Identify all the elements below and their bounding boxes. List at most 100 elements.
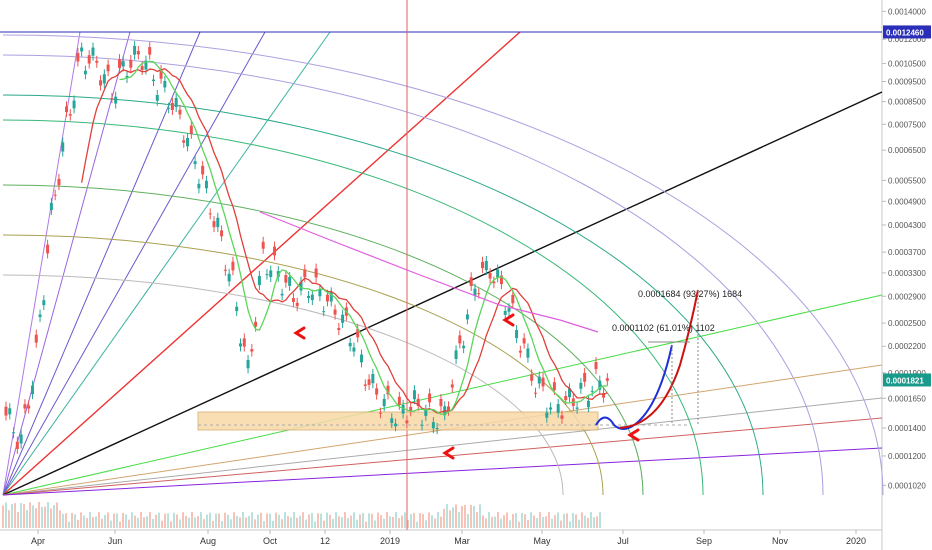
volume-bar xyxy=(182,512,184,528)
candle-body xyxy=(106,64,110,72)
candle-body xyxy=(420,424,424,426)
volume-bar xyxy=(89,512,91,528)
fan-line xyxy=(2,31,131,496)
volume-bar xyxy=(488,512,490,528)
volume-bar xyxy=(257,514,259,528)
volume-bar xyxy=(128,519,130,528)
volume-bar xyxy=(494,516,496,528)
candle-body xyxy=(49,202,53,211)
volume-bar xyxy=(425,520,427,528)
volume-bar xyxy=(200,512,202,528)
volume-bar xyxy=(482,515,484,528)
candle-body xyxy=(189,125,193,134)
candle-body xyxy=(303,269,307,278)
volume-bar xyxy=(356,519,358,528)
volume-bar xyxy=(443,508,445,528)
volume-bar xyxy=(347,517,349,528)
candle-body xyxy=(170,103,174,110)
candle-body xyxy=(341,314,345,323)
candle-body xyxy=(291,298,295,302)
candle-body xyxy=(401,404,405,414)
volume-bar xyxy=(284,512,286,528)
volume-bar xyxy=(173,512,175,528)
volume-bar xyxy=(593,517,595,528)
volume-bar xyxy=(281,519,283,528)
volume-bar xyxy=(269,513,271,528)
candle-body xyxy=(428,393,432,403)
volume-bar xyxy=(305,519,307,528)
price-tick-label: 0.0001200 xyxy=(888,452,926,461)
candle-body xyxy=(231,261,235,271)
candle-body xyxy=(261,241,265,249)
candle-body xyxy=(280,293,284,296)
volume-bar xyxy=(323,520,325,528)
candle-body xyxy=(12,432,16,434)
volume-bar xyxy=(521,512,523,528)
volume-bar xyxy=(80,512,82,528)
volume-bar xyxy=(260,512,262,528)
fan-line xyxy=(2,294,883,496)
candle-body xyxy=(242,338,246,347)
red-arrow xyxy=(627,428,640,442)
candle-body xyxy=(522,338,526,344)
candle-body xyxy=(583,372,587,382)
candle-body xyxy=(511,294,515,304)
volume-bar xyxy=(95,516,97,528)
volume-bar xyxy=(242,512,244,528)
candle-body xyxy=(204,180,208,189)
volume-bar xyxy=(254,519,256,528)
volume-bar xyxy=(110,520,112,528)
volume-bar xyxy=(194,517,196,528)
volume-bar xyxy=(206,514,208,528)
volume-bar xyxy=(92,517,94,528)
volume-bar xyxy=(296,517,298,528)
volume-bar xyxy=(557,512,559,528)
candle-body xyxy=(186,137,190,147)
fan-line xyxy=(2,31,81,496)
fan-line xyxy=(2,447,883,496)
time-tick-label: Nov xyxy=(772,536,789,546)
volume-bar xyxy=(248,515,250,528)
candle-body xyxy=(197,183,201,189)
candle-body xyxy=(57,178,61,186)
fan-line xyxy=(2,31,521,496)
volume-bar xyxy=(35,508,37,528)
volume-bar xyxy=(209,512,211,528)
volume-bar xyxy=(374,520,376,528)
candle-body xyxy=(515,330,519,339)
candle-body xyxy=(265,274,269,276)
candle-body xyxy=(481,261,485,269)
candle-body xyxy=(352,347,356,352)
candle-body xyxy=(295,302,299,307)
time-tick-label: Jun xyxy=(108,536,123,546)
candle-body xyxy=(148,47,152,55)
volume-bar xyxy=(140,512,142,528)
fan-line xyxy=(2,91,883,496)
candle-body xyxy=(488,273,492,279)
volume-bar xyxy=(452,507,454,528)
volume-bar xyxy=(449,510,451,528)
price-tick-label: 0.0002900 xyxy=(888,292,926,301)
measurement-label: 0.0001684 (93.27%) 1684 xyxy=(638,289,742,299)
volume-bar xyxy=(431,515,433,528)
volume-bar xyxy=(338,516,340,528)
volume-bar xyxy=(68,521,70,528)
price-tick-label: 0.0003300 xyxy=(888,269,926,278)
time-tick-label: May xyxy=(533,536,551,546)
candle-body xyxy=(235,306,239,312)
candle-body xyxy=(533,392,537,394)
candle-body xyxy=(314,268,318,278)
volume-bar xyxy=(359,514,361,528)
volume-bar xyxy=(239,517,241,528)
candle-body xyxy=(552,382,556,391)
price-tick-label: 0.0006500 xyxy=(888,146,926,155)
candle-body xyxy=(174,97,178,108)
volume-bar xyxy=(149,512,151,528)
volume-bar xyxy=(365,521,367,528)
candle-body xyxy=(518,350,522,353)
candle-body xyxy=(27,405,31,409)
volume-bar xyxy=(41,506,43,528)
volume-bar xyxy=(8,510,10,528)
